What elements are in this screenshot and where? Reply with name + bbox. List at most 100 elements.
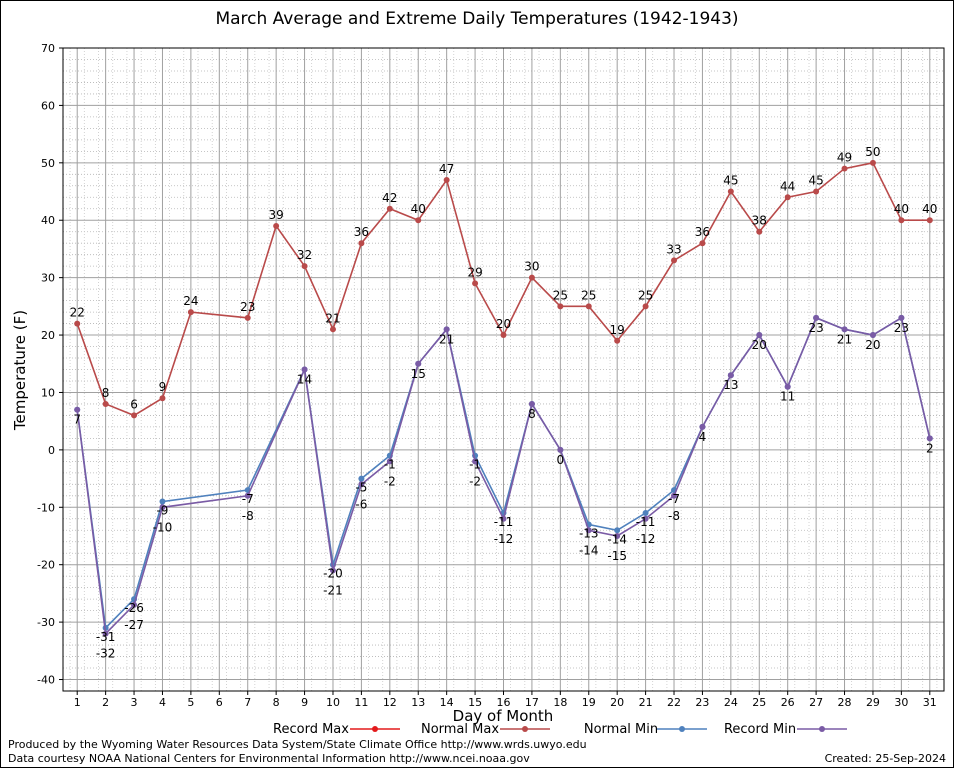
normal-max-data-label: 40	[922, 202, 937, 216]
normal-min-point	[642, 510, 649, 517]
x-tick-label: 30	[894, 696, 908, 709]
record-min-point	[131, 601, 138, 608]
record-min-point	[898, 314, 905, 321]
normal-max-data-label: 36	[695, 225, 710, 239]
normal-min-data-label: -1	[384, 458, 396, 472]
footer-produced-by: Produced by the Wyoming Water Resources …	[8, 738, 587, 751]
normal-min-data-label: -14	[607, 532, 627, 546]
normal-max-data-label: 45	[723, 174, 738, 188]
record-min-line	[76, 316, 931, 636]
record-min-data-label: 20	[752, 338, 767, 352]
x-tick-label: 20	[610, 696, 624, 709]
record-min-data-label: 4	[699, 430, 707, 444]
normal-max-point	[159, 395, 166, 402]
x-tick-label: 27	[809, 696, 823, 709]
record-min-point	[671, 492, 678, 499]
y-tick-label: -30	[37, 616, 55, 629]
normal-max-data-label: 6	[130, 397, 138, 411]
normal-max-point	[500, 332, 507, 339]
record-min-point	[159, 504, 166, 511]
normal-max-point	[784, 194, 791, 201]
normal-max-point	[472, 280, 479, 287]
record-min-point	[585, 527, 592, 534]
x-tick-label: 8	[273, 696, 280, 709]
x-tick-label: 25	[752, 696, 766, 709]
record-min-point	[74, 406, 81, 413]
y-tick-label: -20	[37, 559, 55, 572]
normal-max-point	[329, 326, 336, 333]
normal-max-data-label: 40	[411, 202, 426, 216]
normal-max-data-label: 47	[439, 162, 454, 176]
x-tick-label: 6	[216, 696, 223, 709]
normal-max-point	[415, 217, 422, 224]
chart-title: March Average and Extreme Daily Temperat…	[215, 9, 739, 29]
record-min-data-label: 2	[926, 441, 934, 455]
legend-label-record-max: Record Max	[273, 722, 349, 737]
y-axis-label: Temperature (F)	[11, 310, 29, 431]
x-tick-label: 11	[354, 696, 368, 709]
record-min-data-label: -21	[323, 583, 343, 597]
record-min-data-label: 20	[865, 338, 880, 352]
footer-courtesy: Data courtesy NOAA National Centers for …	[8, 752, 530, 765]
normal-max-data-label: 36	[354, 225, 369, 239]
normal-max-data-label: 32	[297, 248, 312, 262]
legend-marker-normal-max	[522, 726, 528, 732]
normal-max-point	[301, 263, 308, 270]
record-min-data-label: -2	[469, 474, 481, 488]
record-min-point	[642, 515, 649, 522]
x-tick-label: 15	[468, 696, 482, 709]
normal-min-data-label: -11	[494, 515, 514, 529]
record-min-point	[443, 326, 450, 333]
legend-marker-record-min	[819, 726, 825, 732]
x-tick-label: 26	[781, 696, 795, 709]
record-min-data-label: -12	[636, 532, 656, 546]
normal-max-point	[841, 165, 848, 172]
record-min-point	[727, 372, 734, 379]
record-min-point	[813, 314, 820, 321]
record-min-data-label: 13	[723, 378, 738, 392]
legend-label-normal-max: Normal Max	[421, 722, 499, 737]
legend-label-normal-min: Normal Min	[584, 722, 658, 737]
normal-max-data-label: 45	[808, 174, 823, 188]
normal-min-point	[159, 498, 166, 505]
normal-max-data-label: 22	[70, 306, 85, 320]
x-tick-label: 5	[187, 696, 194, 709]
record-min-data-label: 23	[808, 321, 823, 335]
normal-max-point	[528, 274, 535, 281]
x-tick-label: 1	[74, 696, 81, 709]
y-tick-label: 70	[41, 42, 55, 55]
normal-min-data-label: -9	[156, 504, 168, 518]
normal-max-data-label: 44	[780, 179, 795, 193]
normal-min-data-label: -26	[124, 601, 144, 615]
x-axis-label: Day of Month	[453, 707, 554, 725]
normal-max-data-label: 25	[553, 288, 568, 302]
normal-max-point	[557, 303, 564, 310]
record-min-point	[329, 567, 336, 574]
record-min-point	[301, 366, 308, 373]
record-min-point	[614, 532, 621, 539]
legend: Record Max Normal Max Normal Min Record Min	[273, 722, 847, 737]
record-min-point	[926, 435, 933, 442]
normal-max-data-label: 25	[638, 288, 653, 302]
x-tick-label: 22	[667, 696, 681, 709]
normal-max-point	[585, 303, 592, 310]
normal-max-data-label: 20	[496, 317, 511, 331]
x-tick-label: 24	[724, 696, 738, 709]
x-tick-label: 13	[411, 696, 425, 709]
record-min-data-label: 23	[894, 321, 909, 335]
record-min-data-label: -32	[96, 647, 116, 661]
x-tick-label: 10	[326, 696, 340, 709]
record-min-data-label: -8	[668, 509, 680, 523]
x-tick-label: 21	[639, 696, 653, 709]
normal-max-point	[898, 217, 905, 224]
normal-max-data-label: 8	[102, 386, 110, 400]
normal-max-point	[869, 159, 876, 166]
normal-max-point	[614, 337, 621, 344]
record-min-data-label: -12	[494, 532, 514, 546]
normal-min-data-label: -7	[668, 492, 680, 506]
record-min-point	[415, 360, 422, 367]
x-tick-label: 31	[923, 696, 937, 709]
normal-min-data-label: -1	[469, 458, 481, 472]
